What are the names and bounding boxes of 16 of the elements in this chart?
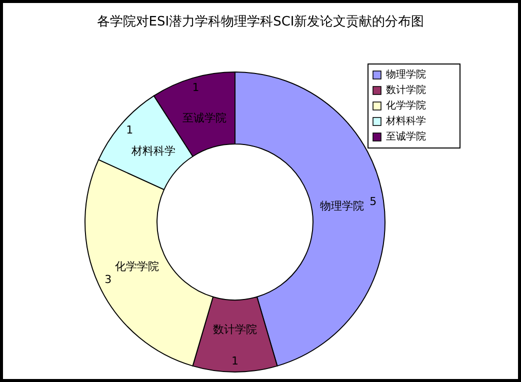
data-label: 3 <box>104 272 112 286</box>
legend-label: 数计学院 <box>386 84 426 96</box>
legend-label: 至诚学院 <box>386 130 426 143</box>
slice-label: 至诚学院 <box>182 111 227 124</box>
chart-title: 各学院对ESI潜力学科物理学科SCI新发论文贡献的分布图 <box>96 14 424 30</box>
legend-label: 材料科学 <box>385 115 426 128</box>
slice-label: 数计学院 <box>213 323 257 336</box>
slice-label: 材料科学 <box>130 144 176 158</box>
legend-label: 化学学院 <box>386 100 426 112</box>
data-label: 1 <box>192 81 200 94</box>
data-label: 1 <box>232 354 238 368</box>
data-label: 5 <box>370 195 377 208</box>
legend-label: 物理学院 <box>386 68 426 81</box>
slice-label: 物理学院 <box>320 200 364 213</box>
data-label: 1 <box>126 124 134 137</box>
slice-label: 化学学院 <box>114 260 159 273</box>
